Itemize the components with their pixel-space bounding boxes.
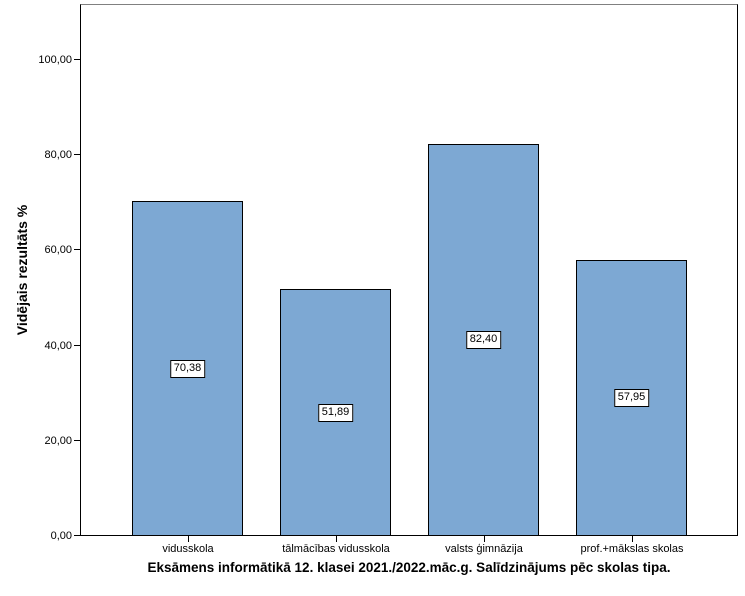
x-axis-category-label: tālmācības vidusskola [282,543,390,555]
bar-value-label: 82,40 [465,331,502,349]
y-axis-tick [74,535,80,536]
x-axis-category-label: valsts ģimnāzija [445,543,523,555]
bar-value-label: 51,89 [317,403,354,422]
y-axis-title: Vidējais rezultāts % [14,204,30,336]
bar-value-label: 57,95 [613,389,650,407]
y-axis-tick-label: 40,00 [44,339,72,352]
y-axis-tick-label: 0,00 [50,530,72,542]
bar-prof.+mākslas skolas: 57,95 [576,260,687,536]
chart-title: Eksāmens informātikā 12. klasei 2021./20… [147,560,671,575]
x-axis-tick [484,536,485,542]
y-axis-tick [74,59,80,60]
bar-valsts ģimnāzija: 82,40 [428,144,539,536]
bar-vidusskola: 70,38 [132,201,243,536]
y-axis-tick [74,154,80,156]
y-axis-tick-label: 100,00 [38,54,72,66]
x-axis-tick [188,536,189,542]
y-axis-tick [74,249,80,251]
y-axis-tick [74,344,80,346]
y-axis-tick-label: 80,00 [44,149,72,162]
y-axis-tick-label: 60,00 [44,244,72,257]
y-axis-tick [74,439,80,441]
x-axis-category-label: prof.+mākslas skolas [580,543,684,555]
bar-value-label: 70,38 [169,359,206,378]
x-axis-tick [336,536,337,542]
x-axis-tick [632,536,633,542]
y-axis-tick-label: 20,00 [44,434,72,447]
bar-tālmācības vidusskola: 51,89 [280,289,391,536]
x-axis-category-label: vidusskola [162,543,214,555]
